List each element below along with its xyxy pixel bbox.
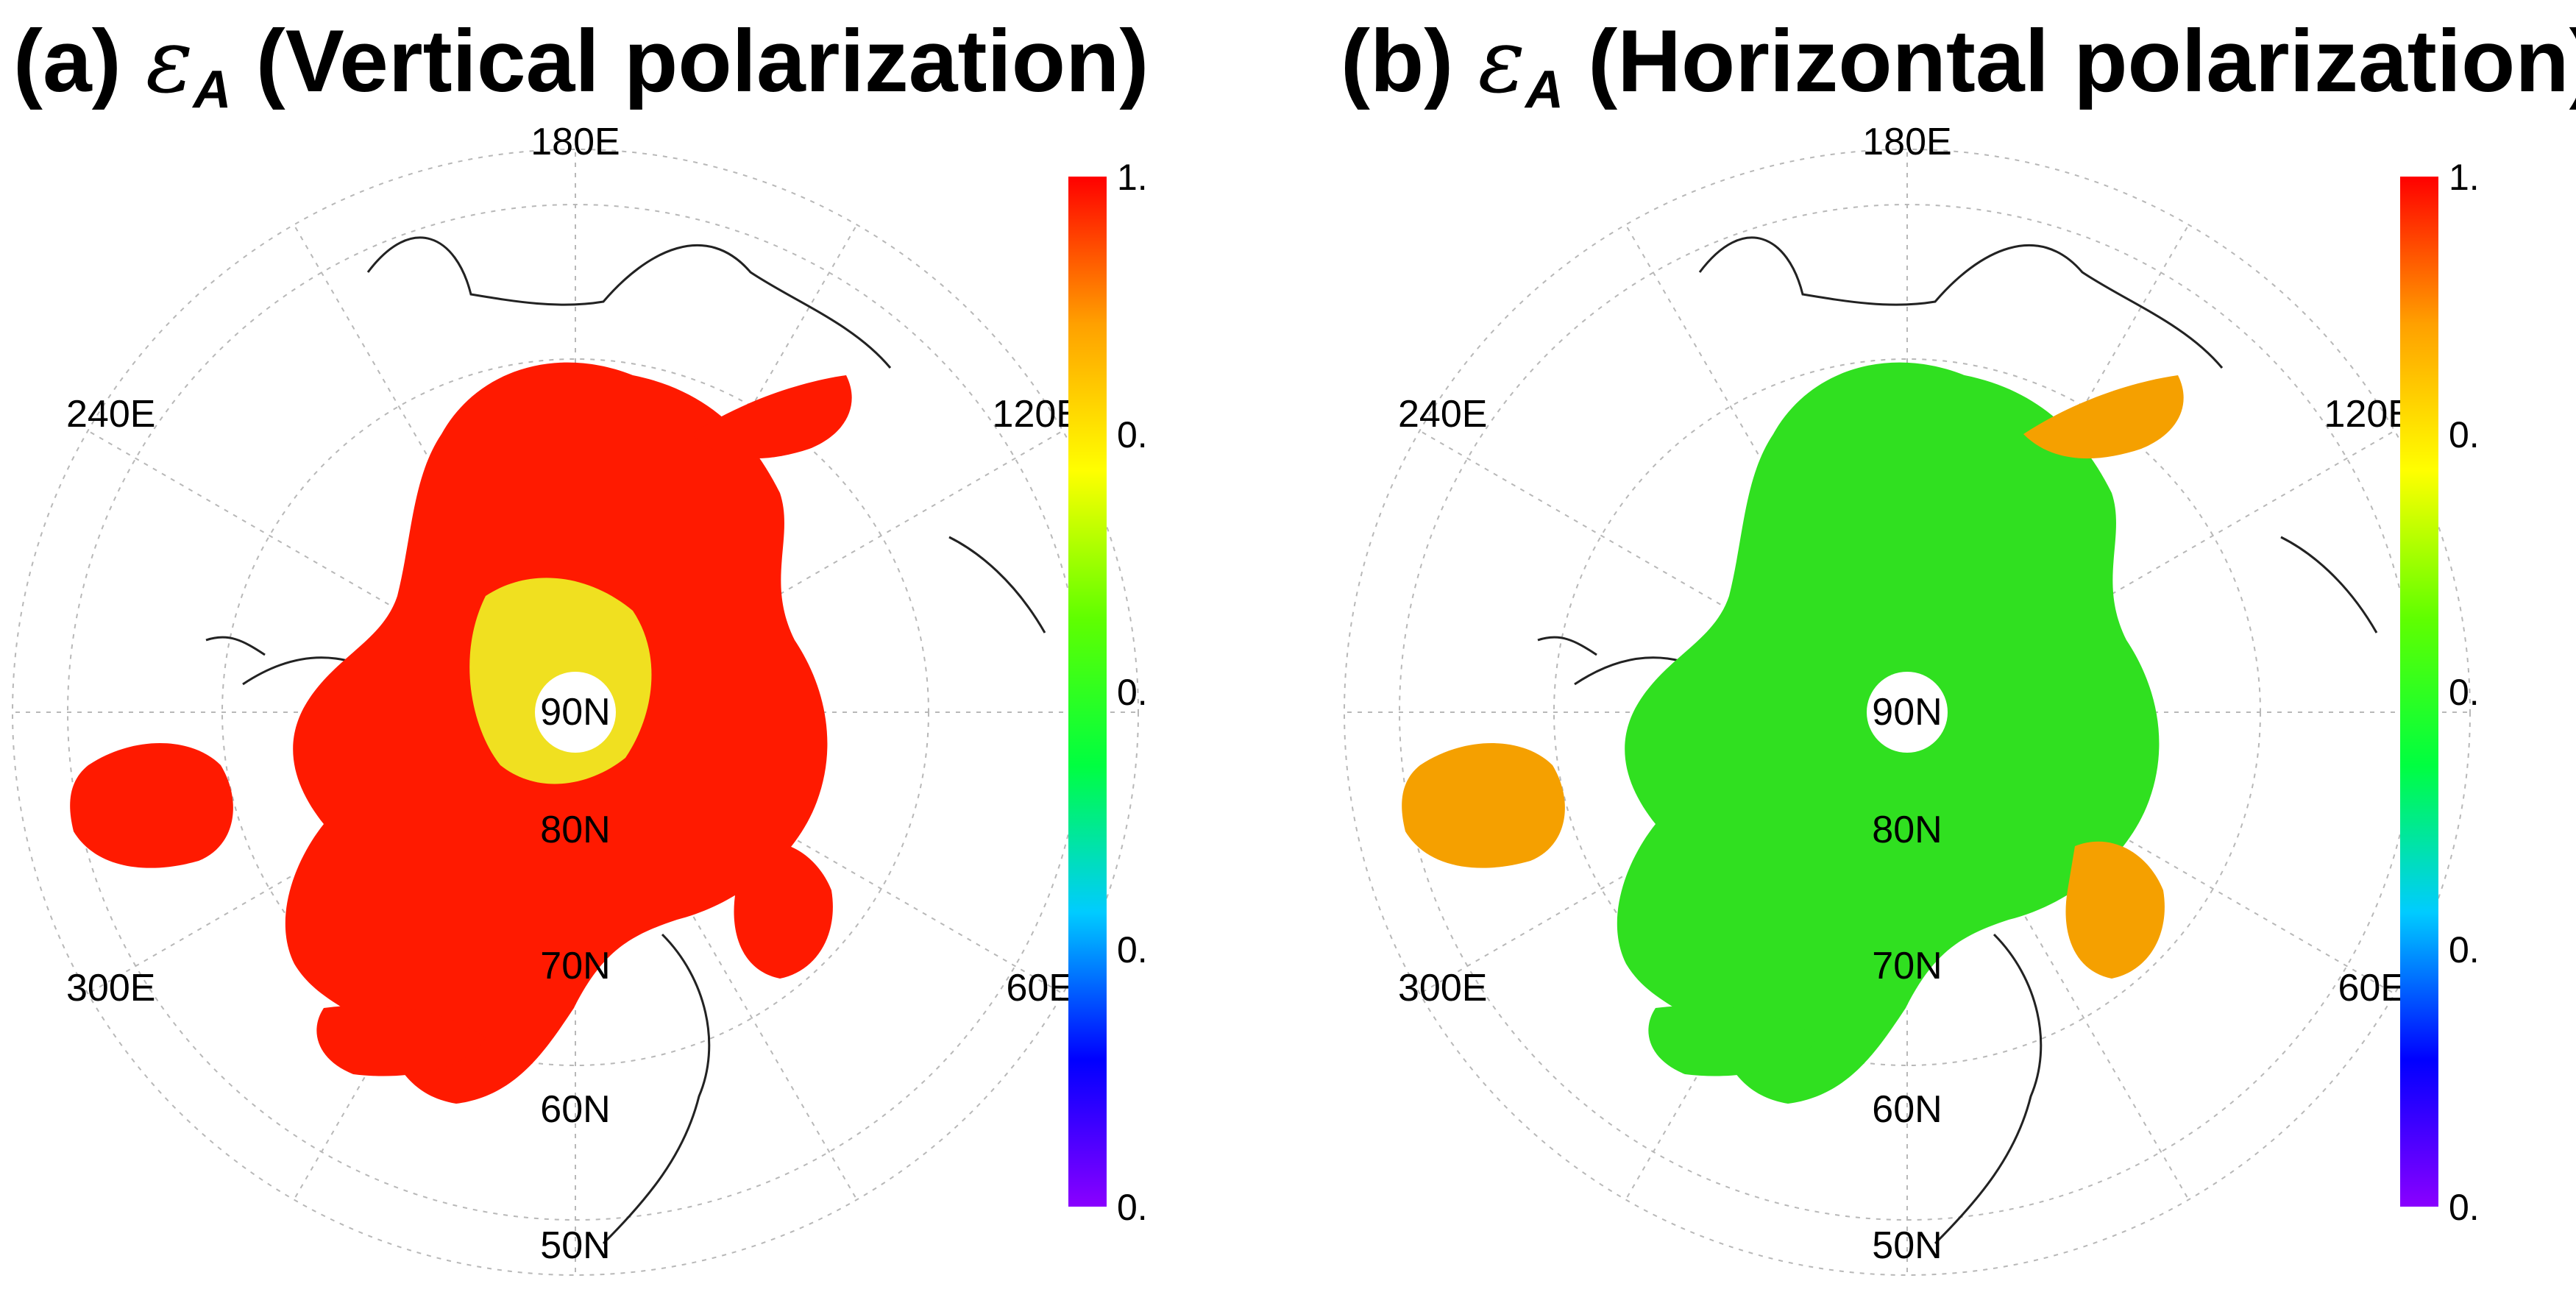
panel-b-title: (b) εA (Horizontal polarization) bbox=[1341, 6, 2576, 145]
lat-label-90n: 90N bbox=[1872, 691, 1942, 734]
meridian-line bbox=[595, 747, 858, 1201]
map-labels: 180E 120E 60E 240E 300E 90N 80N 70N 60N … bbox=[1398, 125, 2413, 1267]
meridian-line bbox=[610, 430, 1064, 693]
colorbar-tick-label: 0.7 bbox=[2449, 929, 2480, 970]
meridian-line bbox=[1942, 731, 2396, 995]
panel-a-title: (a) εA (Vertical polarization) bbox=[13, 6, 1149, 145]
panel-a-polar-map: 180E 120E 60E 240E 300E 90N 80N 70N 60N … bbox=[12, 125, 1148, 1276]
meridian-line bbox=[1942, 430, 2396, 693]
meridian-line bbox=[610, 731, 1064, 995]
panel-b-epsilon-symbol: ε bbox=[1477, 10, 1525, 113]
map-labels: 180E 120E 60E 240E 300E 90N 80N 70N 60N … bbox=[66, 125, 1082, 1267]
pole-hole bbox=[1867, 672, 1948, 753]
panel-b-subscript: A bbox=[1525, 60, 1564, 119]
colorbar-tick-label: 0.9 bbox=[1117, 414, 1148, 455]
pole-hole bbox=[535, 672, 616, 753]
lon-label-240e: 240E bbox=[66, 393, 155, 436]
colorbar-tick-label: 0.6 bbox=[2449, 1187, 2480, 1228]
meridian-line bbox=[1625, 224, 1888, 678]
colorbar-tick-label: 0.8 bbox=[2449, 672, 2480, 713]
panel-a-epsilon-symbol: ε bbox=[146, 10, 194, 113]
lon-label-300e: 300E bbox=[66, 967, 155, 1009]
meridian-line bbox=[1419, 430, 1873, 693]
lat-label-80n: 80N bbox=[540, 809, 610, 851]
sea-ice-emissivity-field bbox=[1402, 362, 2184, 1104]
lat-label-70n: 70N bbox=[1872, 945, 1942, 987]
lon-label-120e: 120E bbox=[993, 393, 1082, 436]
panel-a-subscript: A bbox=[193, 60, 232, 119]
colorbar-tick-label: 0.9 bbox=[2449, 414, 2480, 455]
lon-label-60e: 60E bbox=[1006, 967, 1074, 1009]
meridian-line bbox=[293, 224, 556, 678]
colorbar-gradient bbox=[2400, 177, 2438, 1207]
lon-label-120e: 120E bbox=[2324, 393, 2413, 436]
colorbar-tick-label: 0.6 bbox=[1117, 1187, 1148, 1228]
panel-a-prefix: (a) bbox=[13, 12, 146, 110]
meridian-line bbox=[87, 430, 541, 693]
panel-a-suffix: (Vertical polarization) bbox=[231, 12, 1149, 110]
lat-label-80n: 80N bbox=[1872, 809, 1942, 851]
lat-label-70n: 70N bbox=[540, 945, 610, 987]
lat-label-60n: 60N bbox=[540, 1088, 610, 1131]
colorbar-tick-label: 1.0 bbox=[2449, 157, 2480, 198]
lon-label-60e: 60E bbox=[2338, 967, 2406, 1009]
colorbar-tick-label: 1.0 bbox=[1117, 157, 1148, 198]
colorbar: 1.0 0.9 0.8 0.7 0.6 bbox=[1068, 157, 1148, 1228]
colorbar-gradient bbox=[1068, 177, 1107, 1207]
panel-b-polar-map: 180E 120E 60E 240E 300E 90N 80N 70N 60N … bbox=[1344, 125, 2480, 1276]
colorbar: 1.0 0.9 0.8 0.7 0.6 bbox=[2400, 157, 2480, 1228]
sea-ice-emissivity-field bbox=[70, 362, 852, 1104]
lat-label-60n: 60N bbox=[1872, 1088, 1942, 1131]
lon-label-240e: 240E bbox=[1398, 393, 1487, 436]
panel-b-suffix: (Horizontal polarization) bbox=[1563, 12, 2576, 110]
meridian-line bbox=[1926, 747, 2190, 1201]
colorbar-tick-label: 0.7 bbox=[1117, 929, 1148, 970]
lon-label-300e: 300E bbox=[1398, 967, 1487, 1009]
lon-label-180e: 180E bbox=[531, 125, 620, 163]
colorbar-tick-label: 0.8 bbox=[1117, 672, 1148, 713]
lat-label-50n: 50N bbox=[1872, 1224, 1942, 1267]
lat-label-90n: 90N bbox=[540, 691, 610, 734]
lon-label-180e: 180E bbox=[1862, 125, 1951, 163]
lat-label-50n: 50N bbox=[540, 1224, 610, 1267]
panel-b-prefix: (b) bbox=[1341, 12, 1478, 110]
